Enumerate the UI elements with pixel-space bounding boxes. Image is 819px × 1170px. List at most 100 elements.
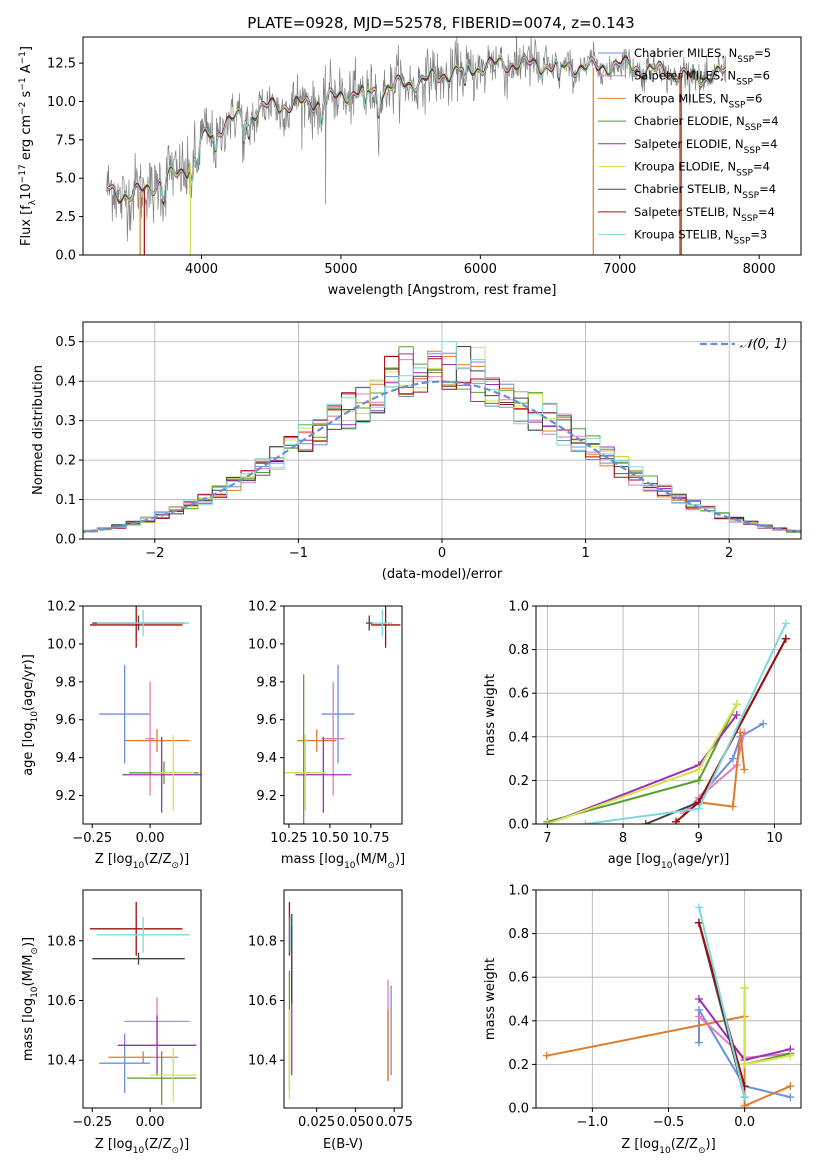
axes-frame: [82, 36, 802, 256]
label-part: ⊙: [698, 1146, 706, 1156]
y-axis-label: mass [log10(M/M⊙)]: [21, 937, 40, 1061]
y-tick-label: 10.0: [248, 637, 277, 652]
label-part: =4: [759, 182, 776, 196]
x-tick-label: 10.25: [270, 831, 307, 846]
label-part: 10: [19, 183, 34, 200]
label-part: Z [log: [95, 1137, 133, 1152]
x-tick-label: 0.0: [734, 1115, 755, 1130]
label-part: ⊙: [171, 1146, 179, 1156]
y-axis-label: mass weight: [483, 674, 498, 756]
observed-spectrum: [106, 37, 727, 242]
label-part: 10: [30, 711, 40, 723]
x-tick-label: 4000: [185, 262, 218, 277]
legend-label: Salpeter MILES, NSSP=6: [634, 69, 770, 88]
axes-spectrum: 4000 5000 6000 7000 8000 0.0 2.5 5.0 7.5 10.0 12.5…: [18, 36, 802, 298]
y-tick-label: 7.5: [55, 133, 76, 148]
label-part: =6: [745, 91, 762, 105]
label-part: mass [log: [281, 852, 344, 867]
x-tick-label: 0: [438, 546, 446, 561]
y-tick-label: 9.2: [55, 789, 76, 804]
label-part: Z [log: [95, 852, 133, 867]
y-tick-label: 0.2: [55, 454, 76, 469]
label-part: Z [log: [621, 1137, 659, 1152]
legend-label: Kroupa MILES, NSSP=6: [634, 91, 762, 110]
x-tick-label: −0.25: [72, 831, 112, 846]
label-part: age [log: [21, 723, 36, 776]
label-part: SSP: [736, 78, 753, 88]
plot-area: [83, 322, 801, 539]
label-part: SSP: [734, 237, 751, 247]
y-tick-label: 0.0: [55, 249, 76, 264]
plot-area: [536, 890, 801, 1108]
label-part: Kroupa ELODIE, N: [634, 160, 736, 174]
label-part: 10: [659, 1146, 671, 1156]
label-part: (M/M: [21, 955, 36, 987]
legend-label: Chabrier STELIB, NSSP=4: [634, 182, 776, 201]
x-tick-label: 6000: [464, 262, 497, 277]
y-tick-label: 10.8: [248, 934, 277, 949]
label-part: −1: [18, 51, 28, 64]
label-part: (Z/Z: [144, 852, 171, 867]
label-part: Chabrier ELODIE, N: [634, 114, 745, 128]
weight-line-chabrier-miles: [698, 722, 764, 799]
y-tick-label: 0.3: [55, 414, 76, 429]
x-tick-label: −1.0: [577, 1115, 609, 1130]
x-tick-label: 7: [543, 831, 551, 846]
plot-area: [284, 606, 401, 824]
x-tick-label: −2: [145, 546, 164, 561]
x-tick-label: 10.50: [311, 831, 348, 846]
label-part: 10: [133, 861, 145, 871]
y-tick-label: 9.8: [256, 675, 277, 690]
y-tick-label: 0.4: [508, 1014, 529, 1029]
label-part: −2: [18, 102, 28, 115]
label-part: SSP: [729, 100, 746, 110]
label-part: A: [19, 64, 34, 77]
histogram-kroupa-stelib: [83, 341, 801, 535]
y-tick-label: 0.0: [508, 818, 529, 833]
x-axis-label: (data-model)/error: [382, 567, 503, 582]
label-part: ⊙: [387, 861, 395, 871]
y-tick-label: 9.4: [256, 751, 277, 766]
label-part: 10: [661, 861, 673, 871]
y-tick-label: 1.0: [508, 600, 529, 615]
label-part: Chabrier STELIB, N: [634, 182, 742, 196]
label-part: )]: [706, 1137, 716, 1152]
label-part: =4: [761, 137, 778, 151]
x-tick-label: 8000: [743, 262, 776, 277]
axes-age-vs-z: −0.25 0.009.29.49.69.810.010.2Z [log10(Z/…: [21, 600, 202, 871]
label-part: −1: [18, 77, 28, 90]
label-part: =4: [753, 160, 770, 174]
x-axis-label: age [log10(age/yr)]: [608, 852, 730, 871]
x-tick-label: 0.075: [376, 1115, 413, 1130]
x-axis-label: Z [log10(Z/Z⊙)]: [95, 1137, 189, 1156]
x-tick-label: 8: [619, 831, 627, 846]
y-tick-label: 10.0: [47, 95, 76, 110]
legend-label: Salpeter ELODIE, NSSP=4: [634, 137, 777, 156]
x-axis-label: mass [log10(M/M⊙)]: [281, 852, 405, 871]
y-tick-label: 0.2: [508, 1058, 529, 1073]
x-tick-label: −1: [289, 546, 308, 561]
y-tick-label: 0.4: [508, 730, 529, 745]
y-tick-label: 0.8: [508, 643, 529, 658]
label-part: age [log: [608, 852, 661, 867]
label-part: mass [log: [21, 998, 36, 1061]
label-part: s: [19, 90, 34, 101]
label-part: 10: [344, 861, 356, 871]
x-tick-label: 2: [725, 546, 733, 561]
legend-label: Salpeter STELIB, NSSP=4: [634, 205, 775, 224]
x-tick-label: 9: [695, 831, 703, 846]
label-part: )]: [21, 937, 36, 947]
y-tick-label: 10.2: [248, 600, 277, 615]
label-part: ⊙: [171, 861, 179, 871]
y-tick-label: 1.0: [508, 884, 529, 899]
label-part: Chabrier MILES, N: [634, 46, 737, 60]
axes-residuals: −2 −1 0 1 2 0.0 0.1 0.2 0.3 0.4 0.5 (data-model)/er…: [31, 321, 802, 582]
label-part: SSP: [737, 55, 754, 65]
axes-frame: [82, 889, 202, 1109]
y-tick-label: 0.6: [508, 971, 529, 986]
axes-mass-vs-ebv: 0.025 0.050 0.075 10.4 10.6 10.8 E(B-V): [248, 889, 413, 1152]
y-tick-label: 12.5: [47, 57, 76, 72]
